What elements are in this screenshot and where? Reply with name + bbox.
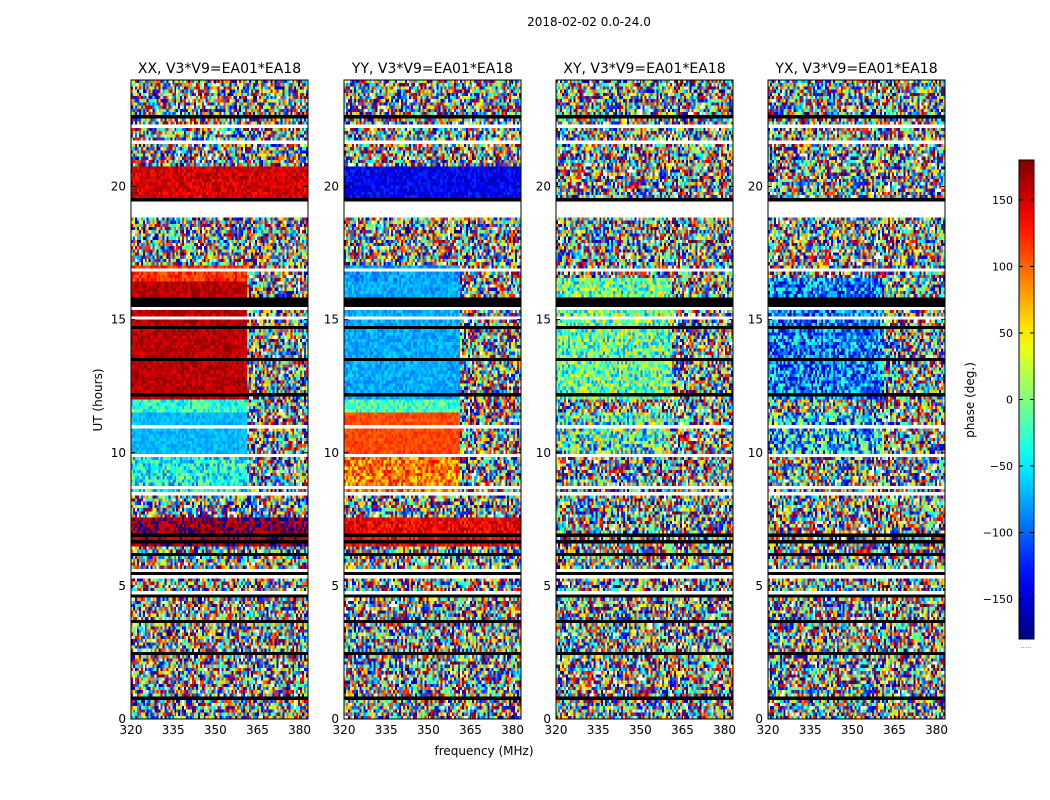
x-tick-label: 335 (375, 723, 398, 737)
x-tick-label: 350 (417, 723, 440, 737)
x-tick-label: 365 (459, 723, 482, 737)
x-tick-label: 350 (629, 723, 652, 737)
x-tick-label: 320 (120, 723, 143, 737)
plot-frame (343, 79, 522, 720)
phase-heatmap (344, 80, 521, 719)
y-tick-label: 15 (111, 313, 126, 327)
x-tick-label: 380 (501, 723, 524, 737)
x-axis-label: frequency (MHz) (434, 744, 533, 758)
x-tick-label: 365 (883, 723, 906, 737)
phase-heatmap (131, 80, 308, 719)
y-tick-label: 15 (748, 313, 763, 327)
x-tick-label: 350 (204, 723, 227, 737)
x-tick-label: 380 (288, 723, 311, 737)
y-tick-label: 5 (118, 579, 126, 593)
x-tick-label: 320 (333, 723, 356, 737)
panel-title: YY, V3*V9=EA01*EA18 (351, 61, 513, 77)
y-tick-label: 20 (324, 180, 339, 194)
y-tick-label: 0 (755, 712, 763, 726)
y-axis-label: UT (hours) (91, 368, 105, 431)
y-tick-label: 10 (111, 446, 126, 460)
colorbar-tick-label: 0 (1006, 394, 1013, 407)
x-tick-label: 335 (587, 723, 610, 737)
y-tick-label: 10 (324, 446, 339, 460)
panel-title: XY, V3*V9=EA01*EA18 (563, 61, 725, 77)
plot-frame (130, 79, 309, 720)
x-tick-label: 365 (246, 723, 269, 737)
figure-title: 2018-02-02 0.0-24.0 (527, 15, 651, 29)
colorbar-tick-label: −50 (990, 460, 1013, 473)
colorbar-tick-label: −150 (983, 593, 1013, 606)
x-tick-label: 335 (162, 723, 185, 737)
y-tick-label: 15 (536, 313, 551, 327)
y-tick-label: 20 (748, 180, 763, 194)
phase-heatmap (556, 80, 733, 719)
y-tick-label: 20 (536, 180, 551, 194)
x-tick-label: 350 (841, 723, 864, 737)
plot-frame (767, 79, 946, 720)
x-tick-label: 335 (799, 723, 822, 737)
phase-heatmap (768, 80, 945, 719)
y-tick-label: 0 (331, 712, 339, 726)
panel-title: YX, V3*V9=EA01*EA18 (774, 61, 937, 77)
y-tick-label: 5 (543, 579, 551, 593)
y-tick-label: 10 (536, 446, 551, 460)
x-tick-label: 320 (757, 723, 780, 737)
x-tick-label: 365 (671, 723, 694, 737)
y-tick-label: 15 (324, 313, 339, 327)
plot-frame (555, 79, 734, 720)
y-tick-label: 10 (748, 446, 763, 460)
x-tick-label: 320 (545, 723, 568, 737)
x-tick-label: 380 (713, 723, 736, 737)
colorbar-tick-label: 150 (992, 194, 1013, 207)
colorbar-footer: ..... (1020, 642, 1031, 650)
x-tick-label: 380 (925, 723, 948, 737)
y-tick-label: 5 (331, 579, 339, 593)
colorbar-tick-label: −100 (983, 527, 1013, 540)
y-tick-label: 0 (118, 712, 126, 726)
colorbar-label: phase (deg.) (963, 362, 977, 438)
colorbar-tick-label: 100 (992, 260, 1013, 273)
panel-title: XX, V3*V9=EA01*EA18 (138, 61, 301, 77)
y-tick-label: 0 (543, 712, 551, 726)
y-tick-label: 5 (755, 579, 763, 593)
y-tick-label: 20 (111, 180, 126, 194)
colorbar-tick-label: 50 (999, 327, 1013, 340)
